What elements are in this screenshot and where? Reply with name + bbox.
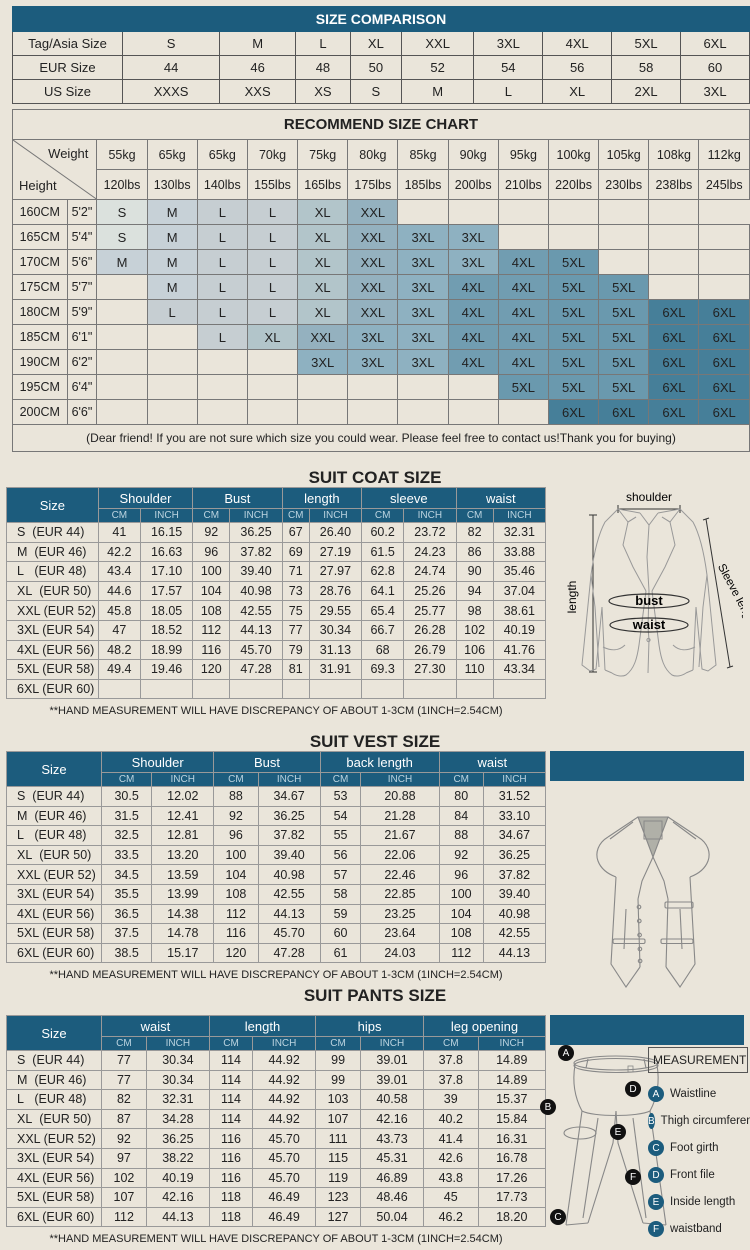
svg-text:Sleeve length: Sleeve length: [715, 562, 743, 629]
svg-text:length: length: [565, 581, 579, 614]
svg-text:bust: bust: [635, 593, 663, 608]
svg-text:waist: waist: [632, 617, 666, 632]
svg-text:shoulder: shoulder: [626, 490, 672, 504]
